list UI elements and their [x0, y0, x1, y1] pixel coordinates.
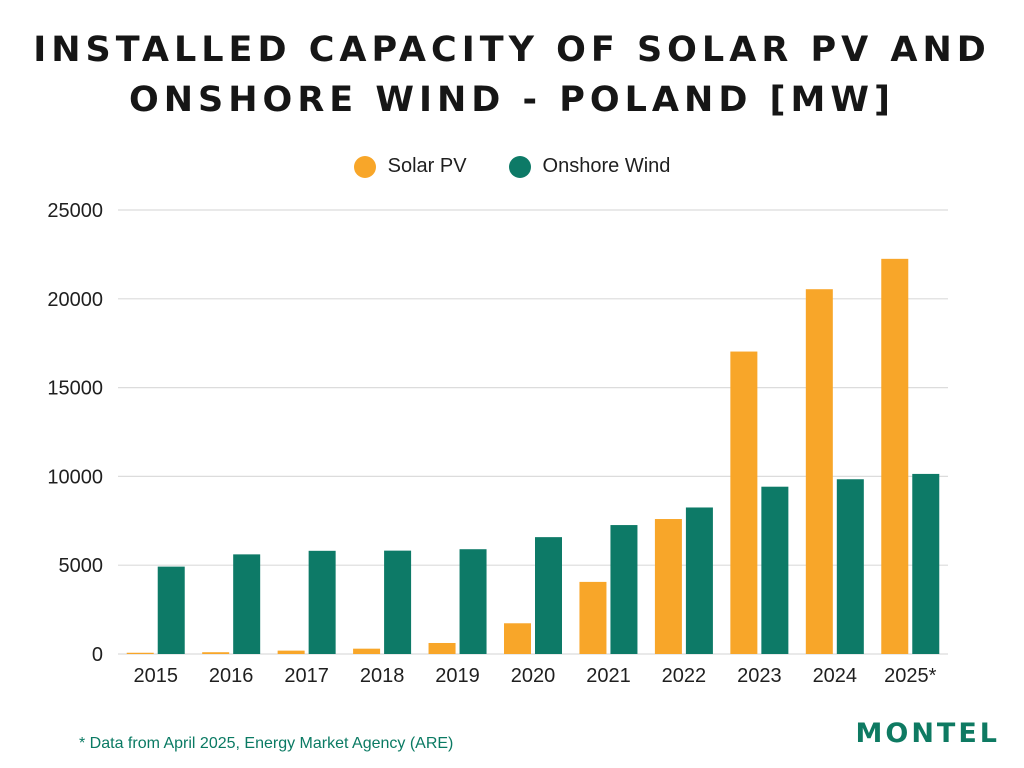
bar-onshore-wind [308, 550, 336, 654]
x-tick-label: 2025* [884, 665, 936, 687]
x-tick-label: 2023 [737, 665, 782, 687]
bar-solar-pv [277, 650, 305, 654]
chart-legend: Solar PV Onshore Wind [0, 155, 1024, 178]
x-tick-label: 2019 [435, 665, 480, 687]
x-tick-label: 2024 [813, 665, 858, 687]
bar-onshore-wind [384, 550, 412, 654]
bar-onshore-wind [535, 537, 562, 654]
chart-title-line-2: ONSHORE WIND - POLAND [MW] [129, 80, 895, 120]
bar-solar-pv [428, 642, 456, 654]
x-tick-label: 2017 [284, 665, 329, 687]
x-tick-label: 2022 [662, 665, 707, 687]
legend-item-onshore-wind: Onshore Wind [508, 155, 671, 178]
bar-onshore-wind [233, 554, 261, 654]
bar-solar-pv [805, 289, 833, 654]
data-source-footnote: * Data from April 2025, Energy Market Ag… [79, 735, 454, 752]
legend-label-solar-pv: Solar PV [387, 155, 467, 177]
legend-item-solar-pv: Solar PV [353, 155, 467, 178]
bar-solar-pv [504, 623, 531, 654]
bar-onshore-wind [685, 507, 713, 654]
bar-onshore-wind [157, 566, 185, 654]
bar-solar-pv [579, 581, 607, 654]
bar-onshore-wind [459, 549, 487, 654]
bar-solar-pv [654, 519, 682, 654]
legend-swatch-solar-pv [353, 155, 376, 178]
montel-logo: MONTEL [855, 718, 1000, 749]
x-tick-label: 2021 [586, 665, 631, 687]
legend-label-onshore-wind: Onshore Wind [542, 155, 671, 177]
bar-onshore-wind [912, 473, 940, 654]
bar-onshore-wind [610, 525, 638, 654]
x-tick-label: 2016 [209, 665, 254, 687]
bar-solar-pv [126, 652, 154, 654]
y-tick-label: 20000 [47, 289, 103, 311]
bar-solar-pv [881, 258, 909, 654]
y-tick-label: 10000 [47, 466, 103, 488]
legend-swatch-onshore-wind [508, 155, 531, 178]
bar-solar-pv [730, 351, 758, 654]
y-tick-label: 0 [92, 644, 103, 666]
bar-solar-pv [353, 648, 381, 654]
bar-solar-pv [202, 652, 230, 654]
x-tick-label: 2020 [511, 665, 556, 687]
y-tick-label: 25000 [47, 200, 103, 222]
y-tick-label: 5000 [59, 555, 104, 577]
bar-onshore-wind [836, 479, 864, 654]
x-tick-label: 2018 [360, 665, 405, 687]
y-tick-label: 15000 [47, 378, 103, 400]
x-tick-label: 2015 [133, 665, 178, 687]
chart-title-line-1: INSTALLED CAPACITY OF SOLAR PV AND [33, 30, 991, 70]
bar-onshore-wind [761, 486, 789, 654]
